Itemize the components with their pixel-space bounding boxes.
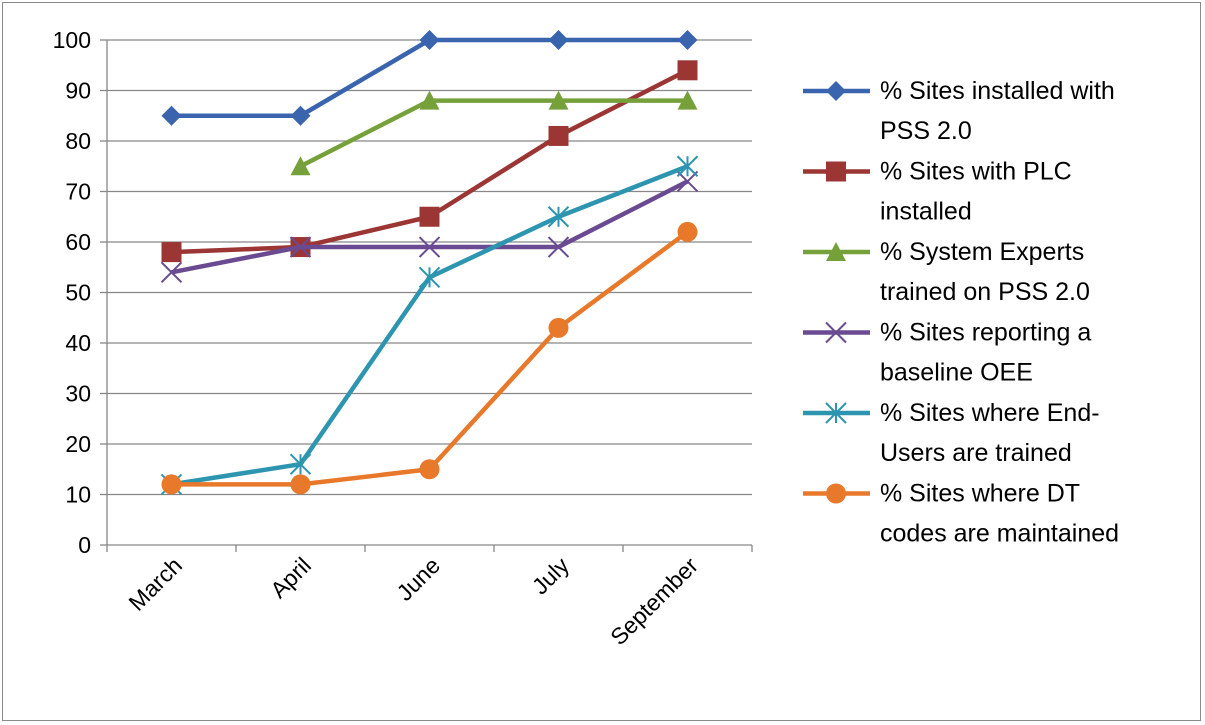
data-point-x [289, 236, 312, 258]
legend-item-0: % Sites installed with PSS 2.0 [803, 77, 1115, 145]
legend-label: installed [880, 198, 972, 226]
data-point-star [289, 453, 312, 475]
y-tick-label: 70 [65, 179, 91, 205]
data-point-x [160, 261, 183, 284]
y-tick-label: 100 [53, 27, 91, 53]
data-point-x [825, 321, 847, 344]
legend-label: Users are trained [880, 439, 1072, 467]
legend-item-1: % Sites with PLC installed [803, 158, 1072, 226]
legend-label: PSS 2.0 [880, 117, 972, 145]
data-point-x [676, 170, 699, 193]
legend-item-2: % System Experts trained on PSS 2.0 [803, 238, 1090, 306]
legend-label: % Sites with PLC [880, 158, 1072, 186]
data-point-diamond [161, 105, 182, 126]
series-line [299, 98, 688, 169]
x-tick-label: September [605, 552, 703, 650]
axes: 0 10 20 30 40 50 60 70 80 90 100 March April June July… [53, 27, 753, 650]
y-tick-label: 40 [65, 330, 91, 356]
legend-item-4: % Sites where End- Users are trained [803, 399, 1100, 467]
data-point-triangle [826, 242, 846, 261]
x-tick-label: July [527, 552, 575, 600]
data-point-triangle [677, 90, 698, 110]
data-point-circle [826, 483, 846, 504]
y-tick-label: 60 [65, 229, 91, 255]
data-point-circle [419, 459, 440, 480]
data-point-square [826, 161, 846, 182]
data-point-star [418, 266, 441, 289]
series-line-0 [161, 30, 698, 126]
data-point-diamond [290, 105, 311, 126]
legend-label: % Sites where DT [880, 480, 1080, 508]
series-line-2 [290, 90, 698, 176]
y-tick-label: 30 [65, 381, 91, 407]
y-tick-label: 90 [65, 78, 91, 104]
data-point-star [547, 206, 570, 228]
x-tick-label: April [265, 552, 316, 603]
data-point-x [418, 236, 441, 258]
data-point-triangle [548, 90, 569, 110]
legend-label: % Sites installed with [880, 77, 1115, 105]
legend-item-3: % Sites reporting a baseline OEE [803, 319, 1091, 387]
y-tick-label: 80 [65, 128, 91, 154]
data-point-star [676, 155, 699, 177]
x-tick-label: June [391, 552, 445, 606]
data-point-circle [677, 221, 698, 242]
legend-label: % Sites reporting a [880, 319, 1091, 347]
legend-label: trained on PSS 2.0 [880, 278, 1090, 306]
legend: % Sites installed with PSS 2.0 % Sites wit… [803, 77, 1119, 548]
data-point-triangle [290, 156, 311, 176]
data-point-diamond [677, 30, 698, 50]
data-point-circle [290, 474, 311, 495]
legend-label: baseline OEE [880, 359, 1033, 387]
data-point-diamond [826, 81, 846, 101]
data-point-circle [161, 474, 182, 495]
data-point-square [677, 60, 698, 81]
legend-label: % System Experts [880, 238, 1084, 266]
y-tick-label: 0 [78, 532, 91, 558]
data-point-triangle [419, 90, 440, 110]
y-tick-label: 20 [65, 431, 91, 457]
data-point-circle [548, 317, 569, 338]
y-tick-label: 50 [65, 280, 91, 306]
series-line-3 [160, 170, 699, 284]
data-point-x [547, 236, 570, 258]
x-tick-label: March [123, 552, 187, 616]
legend-item-5: % Sites where DT codes are maintained [803, 480, 1119, 548]
data-point-square [161, 242, 182, 263]
series-group [160, 30, 699, 496]
data-point-star [825, 402, 847, 424]
y-tick-label: 10 [65, 482, 91, 508]
data-point-diamond [419, 30, 440, 50]
data-point-square [548, 125, 569, 146]
data-point-diamond [548, 30, 569, 50]
legend-label: codes are maintained [880, 520, 1119, 548]
legend-label: % Sites where End- [880, 399, 1100, 427]
data-point-square [419, 206, 440, 227]
series-line-5 [161, 221, 698, 495]
